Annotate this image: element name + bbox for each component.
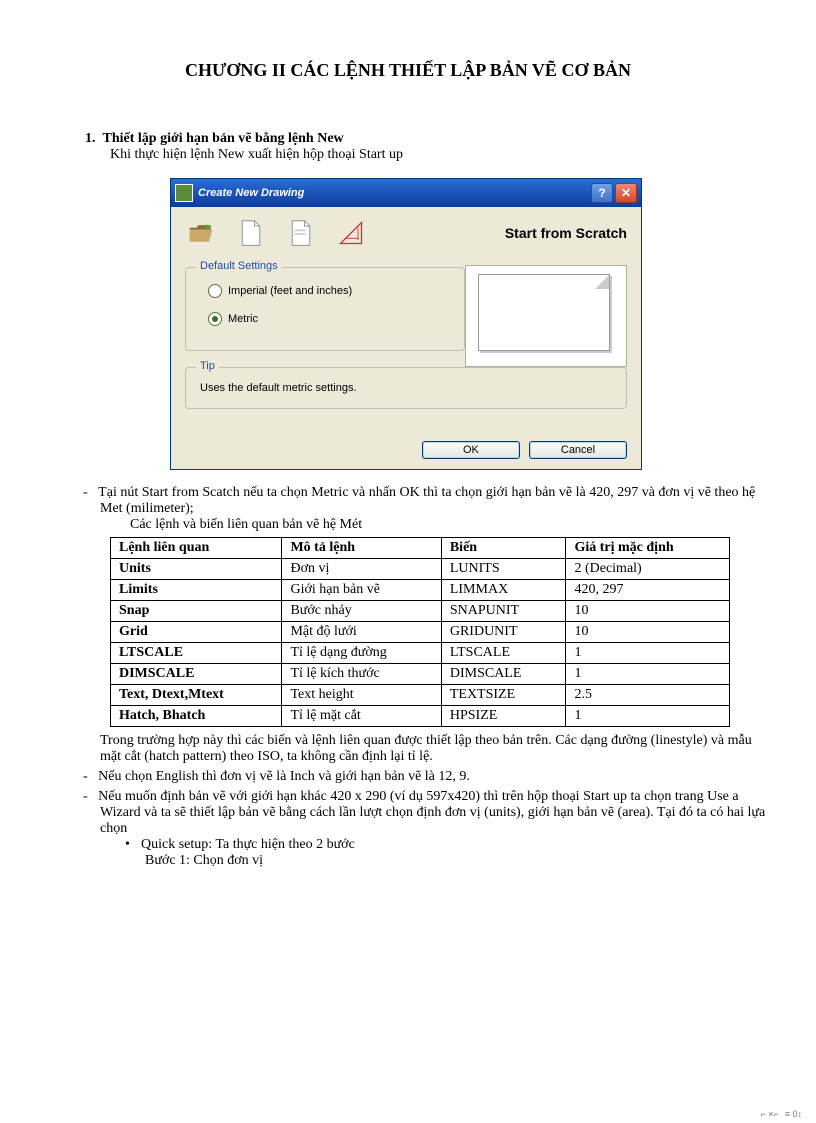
table-cell: Hatch, Bhatch: [111, 706, 282, 727]
table-cell: Text, Dtext,Mtext: [111, 685, 282, 706]
section-1: 1. Thiết lập giới hạn bản vẽ bằng lệnh N…: [50, 131, 766, 163]
titlebar: Create New Drawing ? ✕: [171, 179, 641, 207]
table-row: UnitsĐơn vịLUNITS2 (Decimal): [111, 559, 730, 580]
table-header: Lệnh liên quan: [111, 538, 282, 559]
open-folder-icon[interactable]: [185, 217, 217, 249]
template-page-icon[interactable]: [285, 217, 317, 249]
metric-label: Metric: [228, 313, 258, 325]
table-cell: TEXTSIZE: [441, 685, 566, 706]
table-cell: LUNITS: [441, 559, 566, 580]
table-header: Biến: [441, 538, 566, 559]
table-header: Mô tả lệnh: [282, 538, 441, 559]
chapter-title: CHƯƠNG II CÁC LỆNH THIẾT LẬP BẢN VẼ CƠ B…: [50, 60, 766, 81]
preview-pane: ⌐ ×⌐ ≡ 0↕: [465, 261, 627, 367]
table-cell: Giới hạn bản vẽ: [282, 580, 441, 601]
metric-radio[interactable]: Metric: [208, 312, 452, 326]
table-row: LTSCALETỉ lệ dạng đườngLTSCALE1: [111, 643, 730, 664]
tip-fieldset: Tip Uses the default metric settings.: [185, 367, 627, 409]
table-cell: Bước nhảy: [282, 601, 441, 622]
help-button[interactable]: ?: [591, 183, 613, 203]
table-cell: Text height: [282, 685, 441, 706]
table-cell: 2 (Decimal): [566, 559, 730, 580]
table-cell: 2.5: [566, 685, 730, 706]
app-icon: [175, 184, 193, 202]
table-cell: DIMSCALE: [111, 664, 282, 685]
table-cell: Đơn vị: [282, 559, 441, 580]
table-cell: Mật độ lưới: [282, 622, 441, 643]
table-cell: Units: [111, 559, 282, 580]
start-from-scratch-label: Start from Scratch: [505, 225, 627, 241]
dialog-title: Create New Drawing: [198, 187, 589, 199]
step-1: Bước 1: Chọn đơn vị: [145, 853, 766, 869]
dialog-screenshot: Create New Drawing ? ✕ Start from Scratc…: [170, 178, 766, 470]
table-cell: LIMMAX: [441, 580, 566, 601]
create-new-drawing-dialog: Create New Drawing ? ✕ Start from Scratc…: [170, 178, 642, 470]
tip-text: Uses the default metric settings.: [198, 378, 614, 398]
imperial-radio[interactable]: Imperial (feet and inches): [208, 284, 452, 298]
section-number: 1. Thiết lập giới hạn bản vẽ bằng lệnh N…: [85, 131, 344, 146]
table-row: DIMSCALETỉ lệ kích thướcDIMSCALE1: [111, 664, 730, 685]
blank-page-icon[interactable]: [235, 217, 267, 249]
section-intro: Khi thực hiện lệnh New xuất hiện hộp tho…: [110, 147, 766, 163]
table-cell: 1: [566, 643, 730, 664]
settings-legend: Default Settings: [196, 260, 282, 272]
table-row: Hatch, BhatchTỉ lệ mặt cắtHPSIZE1: [111, 706, 730, 727]
radio-icon: [208, 284, 222, 298]
paragraph-1: - Tại nút Start from Scatch nếu ta chọn …: [83, 485, 766, 517]
table-cell: DIMSCALE: [441, 664, 566, 685]
table-cell: Limits: [111, 580, 282, 601]
paragraph-4: - Nếu muốn định bản vẽ với giới hạn khác…: [83, 789, 766, 837]
table-cell: Tỉ lệ dạng đường: [282, 643, 441, 664]
table-row: GridMật độ lướiGRIDUNIT10: [111, 622, 730, 643]
wizard-icon[interactable]: [335, 217, 367, 249]
table-cell: 10: [566, 601, 730, 622]
table-cell: Snap: [111, 601, 282, 622]
dialog-buttons: OK Cancel: [171, 433, 641, 469]
bullet-quick-setup: •Quick setup: Ta thực hiện theo 2 bước: [125, 837, 766, 853]
commands-table: Lệnh liên quanMô tả lệnhBiếnGiá trị mặc …: [110, 537, 730, 727]
imperial-label: Imperial (feet and inches): [228, 285, 352, 297]
table-cell: Tỉ lệ kích thước: [282, 664, 441, 685]
toolbar: Start from Scratch: [185, 217, 627, 249]
table-cell: HPSIZE: [441, 706, 566, 727]
table-cell: 10: [566, 622, 730, 643]
tip-legend: Tip: [196, 360, 219, 372]
table-cell: Grid: [111, 622, 282, 643]
table-cell: 1: [566, 664, 730, 685]
radio-icon-selected: [208, 312, 222, 326]
paragraph-3: - Nếu chọn English thì đơn vị vẽ là Inch…: [83, 769, 766, 785]
table-cell: GRIDUNIT: [441, 622, 566, 643]
paragraph-2: Trong trường hợp này thì các biến và lện…: [100, 733, 766, 765]
table-cell: 420, 297: [566, 580, 730, 601]
table-caption: Các lệnh và biến liên quan bản vẽ hệ Mét: [130, 517, 766, 533]
table-row: LimitsGiới hạn bản vẽLIMMAX420, 297: [111, 580, 730, 601]
table-row: Text, Dtext,MtextText heightTEXTSIZE2.5: [111, 685, 730, 706]
ok-button[interactable]: OK: [422, 441, 520, 459]
preview-x-label: ⌐ ×⌐: [760, 1109, 778, 1119]
default-settings-fieldset: Default Settings Imperial (feet and inch…: [185, 267, 465, 351]
table-cell: LTSCALE: [441, 643, 566, 664]
table-cell: SNAPUNIT: [441, 601, 566, 622]
table-cell: Tỉ lệ mặt cắt: [282, 706, 441, 727]
table-cell: LTSCALE: [111, 643, 282, 664]
preview-y-label: ≡ 0↕: [785, 1109, 802, 1119]
close-button[interactable]: ✕: [615, 183, 637, 203]
table-header: Giá trị mặc định: [566, 538, 730, 559]
table-row: SnapBước nhảySNAPUNIT10: [111, 601, 730, 622]
table-cell: 1: [566, 706, 730, 727]
cancel-button[interactable]: Cancel: [529, 441, 627, 459]
